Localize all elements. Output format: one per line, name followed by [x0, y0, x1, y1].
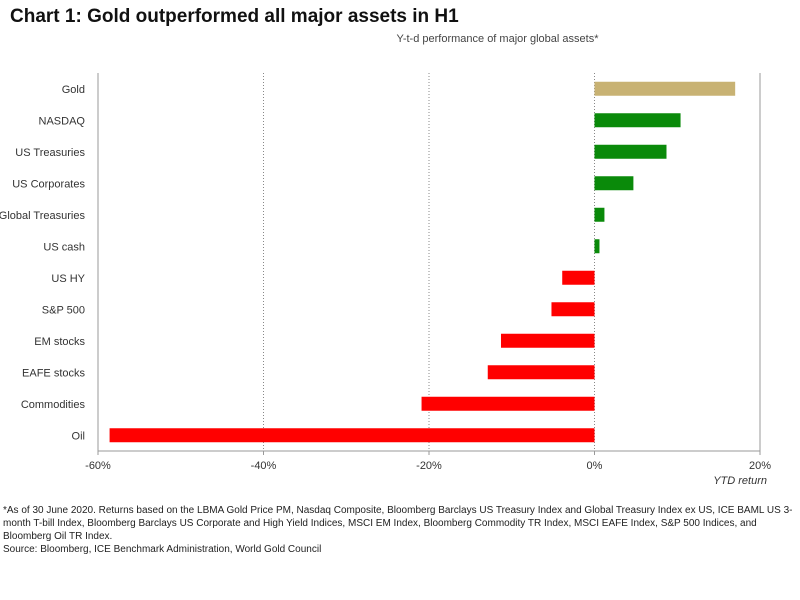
bar-s-p-500 [551, 302, 595, 317]
category-label: NASDAQ [39, 115, 86, 127]
category-label: S&P 500 [42, 304, 85, 316]
bar-em-stocks [500, 333, 595, 348]
bar-global-treasuries [594, 207, 605, 222]
bar-us-treasuries [594, 144, 667, 159]
category-label: US Corporates [12, 178, 85, 190]
x-tick-label: 0% [587, 460, 603, 472]
bar-gold [594, 81, 736, 96]
bar-us-hy [562, 270, 595, 285]
bar-oil [109, 428, 595, 443]
x-tick-label: -60% [85, 460, 111, 472]
category-label: US Treasuries [15, 147, 85, 159]
category-label: Oil [72, 430, 85, 442]
category-label: EAFE stocks [22, 367, 85, 379]
footnote-note: *As of 30 June 2020. Returns based on th… [3, 505, 793, 542]
x-tick-label: -40% [251, 460, 277, 472]
category-label: EM stocks [34, 336, 85, 348]
bar-eafe-stocks [487, 365, 595, 380]
bar-commodities [421, 396, 595, 411]
chart-subtitle: Y-t-d performance of major global assets… [396, 33, 599, 45]
category-label: US cash [43, 241, 85, 253]
x-tick-label: 20% [749, 460, 771, 472]
category-label: Gold [62, 84, 85, 96]
category-label: US HY [51, 273, 85, 285]
category-label: Commodities [21, 399, 86, 411]
footnote-source: Source: Bloomberg, ICE Benchmark Adminis… [3, 544, 322, 555]
bar-us-cash [594, 239, 600, 254]
bar-us-corporates [594, 176, 634, 191]
x-axis-title: YTD return [713, 475, 767, 487]
chart-title: Chart 1: Gold outperformed all major ass… [10, 6, 459, 27]
x-tick-label: -20% [416, 460, 442, 472]
category-label: Global Treasuries [0, 210, 85, 222]
footnote: *As of 30 June 2020. Returns based on th… [3, 504, 793, 556]
bar-nasdaq [594, 113, 681, 128]
bar-chart: -60% -40% -20% 0% 20% YTD return Gold NASDAQ US … [0, 73, 771, 487]
